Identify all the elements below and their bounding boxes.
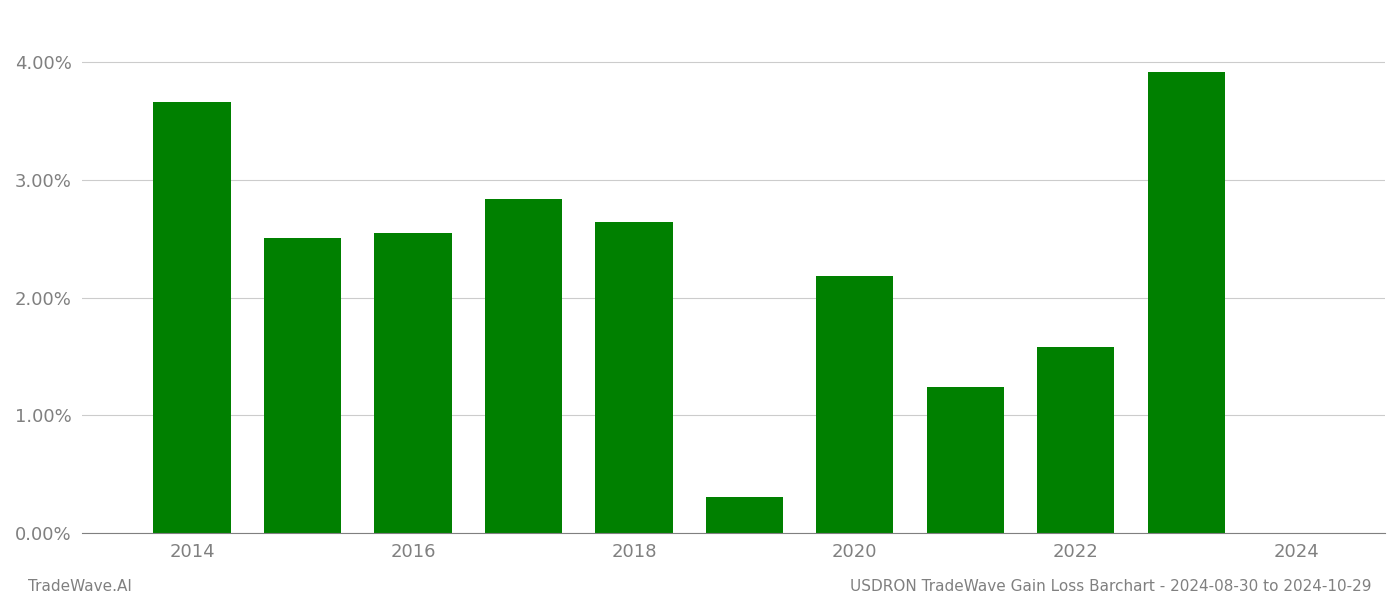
Bar <box>1037 347 1114 533</box>
Bar <box>927 387 1004 533</box>
Bar <box>484 199 561 533</box>
Bar <box>1148 71 1225 533</box>
Text: USDRON TradeWave Gain Loss Barchart - 2024-08-30 to 2024-10-29: USDRON TradeWave Gain Loss Barchart - 20… <box>851 579 1372 594</box>
Bar <box>154 102 231 533</box>
Bar <box>263 238 342 533</box>
Bar <box>374 233 452 533</box>
Bar <box>816 277 893 533</box>
Bar <box>706 497 783 533</box>
Bar <box>595 223 672 533</box>
Text: TradeWave.AI: TradeWave.AI <box>28 579 132 594</box>
